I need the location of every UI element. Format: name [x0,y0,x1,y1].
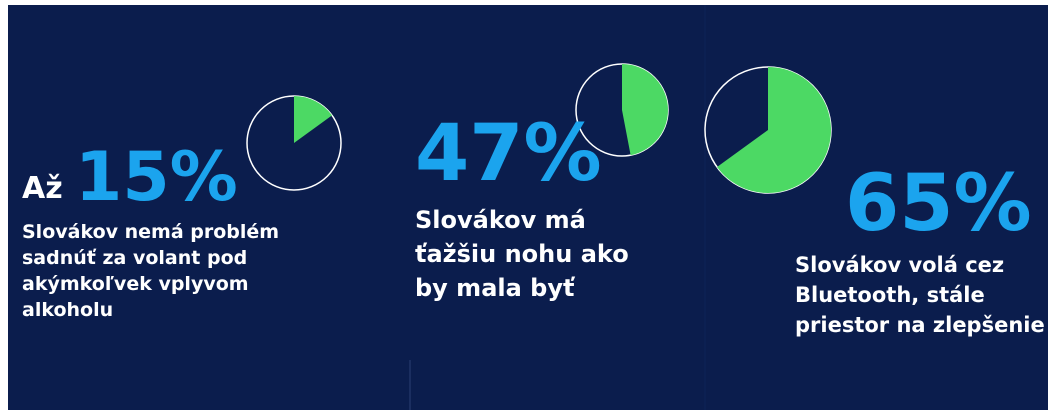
description-line: ťažšiu nohu ako [415,240,629,268]
value-label: 47% [415,109,602,199]
pie-slice [622,64,669,156]
description-line: Slovákov nemá problém [22,221,279,243]
prefix: Až [22,171,63,206]
description-line: alkoholu [22,299,113,321]
pie-slice [717,67,832,194]
description-line: Slovákov volá cez [795,253,1004,277]
value-label: 65% [845,159,1032,249]
value-label: 15% [75,138,238,217]
background [8,5,1048,410]
description-line: Bluetooth, stále [795,283,985,307]
pie-slice [294,96,333,143]
description-line: by mala byť [415,274,576,302]
description-line: priestor na zlepšenie [795,313,1045,337]
description-line: akýmkoľvek vplyvom [22,273,249,295]
description-line: sadnúť za volant pod [22,247,247,269]
description-line: Slovákov má [415,206,586,234]
